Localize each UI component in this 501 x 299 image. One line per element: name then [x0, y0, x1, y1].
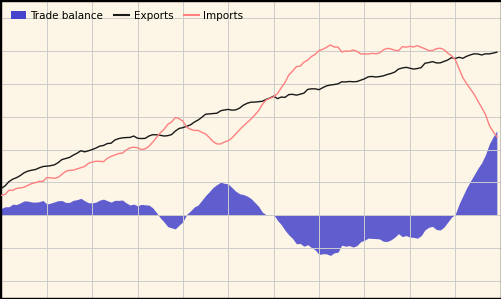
- Legend: Trade balance, Exports, Imports: Trade balance, Exports, Imports: [7, 7, 247, 25]
